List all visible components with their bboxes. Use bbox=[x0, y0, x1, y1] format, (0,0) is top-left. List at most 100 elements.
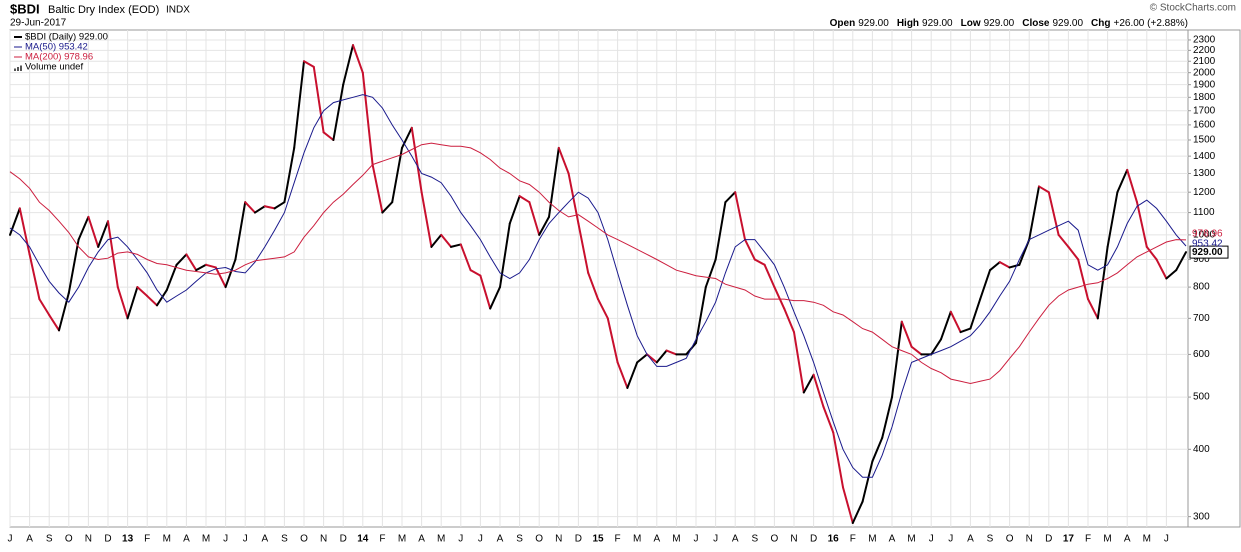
price-segment bbox=[724, 191, 737, 204]
x-tick-label: F bbox=[850, 534, 856, 545]
y-tick-label: 600 bbox=[1193, 349, 1210, 360]
price-segment bbox=[175, 253, 188, 266]
quote-label: Close bbox=[1022, 18, 1050, 29]
x-tick-label: M bbox=[398, 534, 406, 545]
price-segment bbox=[998, 261, 1011, 269]
x-tick-label: A bbox=[261, 534, 268, 545]
price-segment bbox=[655, 349, 668, 364]
price-segment bbox=[744, 238, 756, 261]
price-segment bbox=[900, 320, 913, 348]
x-tick-label: A bbox=[889, 534, 896, 545]
price-segment bbox=[97, 220, 109, 248]
price-segment bbox=[518, 195, 531, 204]
ma-line bbox=[9, 142, 1187, 385]
y-tick-label: 2100 bbox=[1193, 56, 1216, 67]
price-segment bbox=[1047, 191, 1060, 236]
x-tick-label: 13 bbox=[122, 534, 134, 545]
chart-title: $BDI bbox=[10, 1, 40, 16]
price-segment bbox=[1096, 245, 1109, 320]
x-tick-label: A bbox=[418, 534, 425, 545]
price-segment bbox=[969, 298, 982, 330]
x-tick-label: D bbox=[104, 534, 111, 545]
x-tick-label: S bbox=[987, 534, 994, 545]
x-tick-label: F bbox=[379, 534, 385, 545]
x-tick-label: M bbox=[868, 534, 876, 545]
price-segment bbox=[263, 205, 276, 210]
price-segment bbox=[312, 65, 325, 134]
x-tick-label: 17 bbox=[1063, 534, 1075, 545]
x-tick-label: J bbox=[948, 534, 953, 545]
y-tick-label: 300 bbox=[1193, 511, 1210, 522]
price-segment bbox=[940, 310, 952, 341]
x-tick-label: S bbox=[281, 534, 288, 545]
price-segment bbox=[450, 243, 462, 248]
price-segment bbox=[597, 298, 609, 320]
price-segment bbox=[704, 258, 717, 289]
price-segment bbox=[459, 243, 472, 272]
chart-subtitle: Baltic Dry Index (EOD) bbox=[48, 4, 159, 16]
price-segment bbox=[58, 292, 70, 332]
price-segment bbox=[1145, 245, 1158, 261]
legend-swatch bbox=[17, 67, 19, 71]
y-tick-label: 700 bbox=[1193, 313, 1210, 324]
x-tick-label: S bbox=[751, 534, 758, 545]
x-tick-label: D bbox=[810, 534, 817, 545]
x-tick-label: N bbox=[320, 534, 327, 545]
x-tick-label: A bbox=[653, 534, 660, 545]
x-tick-label: J bbox=[8, 534, 13, 545]
x-tick-label: M bbox=[672, 534, 680, 545]
price-segment bbox=[557, 146, 570, 175]
quote-value: 929.00 bbox=[984, 18, 1015, 29]
end-label-box bbox=[1189, 245, 1229, 259]
price-segment bbox=[352, 44, 364, 74]
price-segment bbox=[528, 201, 541, 236]
price-segment bbox=[371, 163, 384, 214]
price-segment bbox=[851, 500, 864, 524]
credit: © StockCharts.com bbox=[1150, 3, 1236, 14]
price-segment bbox=[87, 215, 100, 248]
y-tick-label: 500 bbox=[1193, 392, 1210, 403]
price-segment bbox=[822, 405, 835, 434]
x-tick-label: J bbox=[1164, 534, 1169, 545]
price-segment bbox=[77, 215, 90, 241]
x-tick-label: M bbox=[163, 534, 171, 545]
y-tick-label: 1000 bbox=[1193, 230, 1216, 241]
price-segment bbox=[812, 373, 825, 408]
y-tick-label: 1400 bbox=[1193, 151, 1216, 162]
price-segment bbox=[342, 44, 354, 86]
price-segment bbox=[48, 314, 60, 332]
price-segment bbox=[930, 338, 942, 356]
y-tick-label: 1300 bbox=[1193, 168, 1216, 179]
exchange: INDX bbox=[166, 5, 190, 16]
price-segment bbox=[254, 205, 266, 214]
x-tick-label: J bbox=[478, 534, 483, 545]
price-segment bbox=[146, 295, 158, 307]
price-segment bbox=[185, 253, 198, 272]
price-segment bbox=[508, 195, 521, 225]
price-segment bbox=[979, 269, 991, 301]
x-tick-label: F bbox=[144, 534, 150, 545]
x-tick-label: A bbox=[183, 534, 190, 545]
end-label: 929.00 bbox=[1192, 247, 1223, 258]
x-tick-label: J bbox=[713, 534, 718, 545]
price-segment bbox=[832, 431, 844, 489]
quote-value: 929.00 bbox=[922, 18, 953, 29]
price-segment bbox=[1038, 185, 1050, 194]
price-segment bbox=[332, 83, 345, 141]
y-tick-label: 1100 bbox=[1193, 207, 1215, 218]
price-segment bbox=[410, 126, 423, 194]
x-tick-label: A bbox=[1124, 534, 1131, 545]
price-segment bbox=[322, 131, 335, 141]
price-segment bbox=[430, 233, 443, 248]
price-segment bbox=[734, 191, 746, 241]
price-segment bbox=[606, 317, 619, 364]
x-tick-label: A bbox=[732, 534, 739, 545]
price-segment bbox=[891, 320, 903, 399]
legend-swatch bbox=[20, 65, 22, 71]
x-tick-label: J bbox=[223, 534, 228, 545]
price-segment bbox=[616, 361, 629, 389]
quote: Open 929.00 High 929.00 Low 929.00 Close 929.00… bbox=[830, 18, 1188, 29]
price-segment bbox=[1087, 298, 1099, 320]
price-segment bbox=[695, 286, 707, 345]
x-tick-label: M bbox=[437, 534, 445, 545]
